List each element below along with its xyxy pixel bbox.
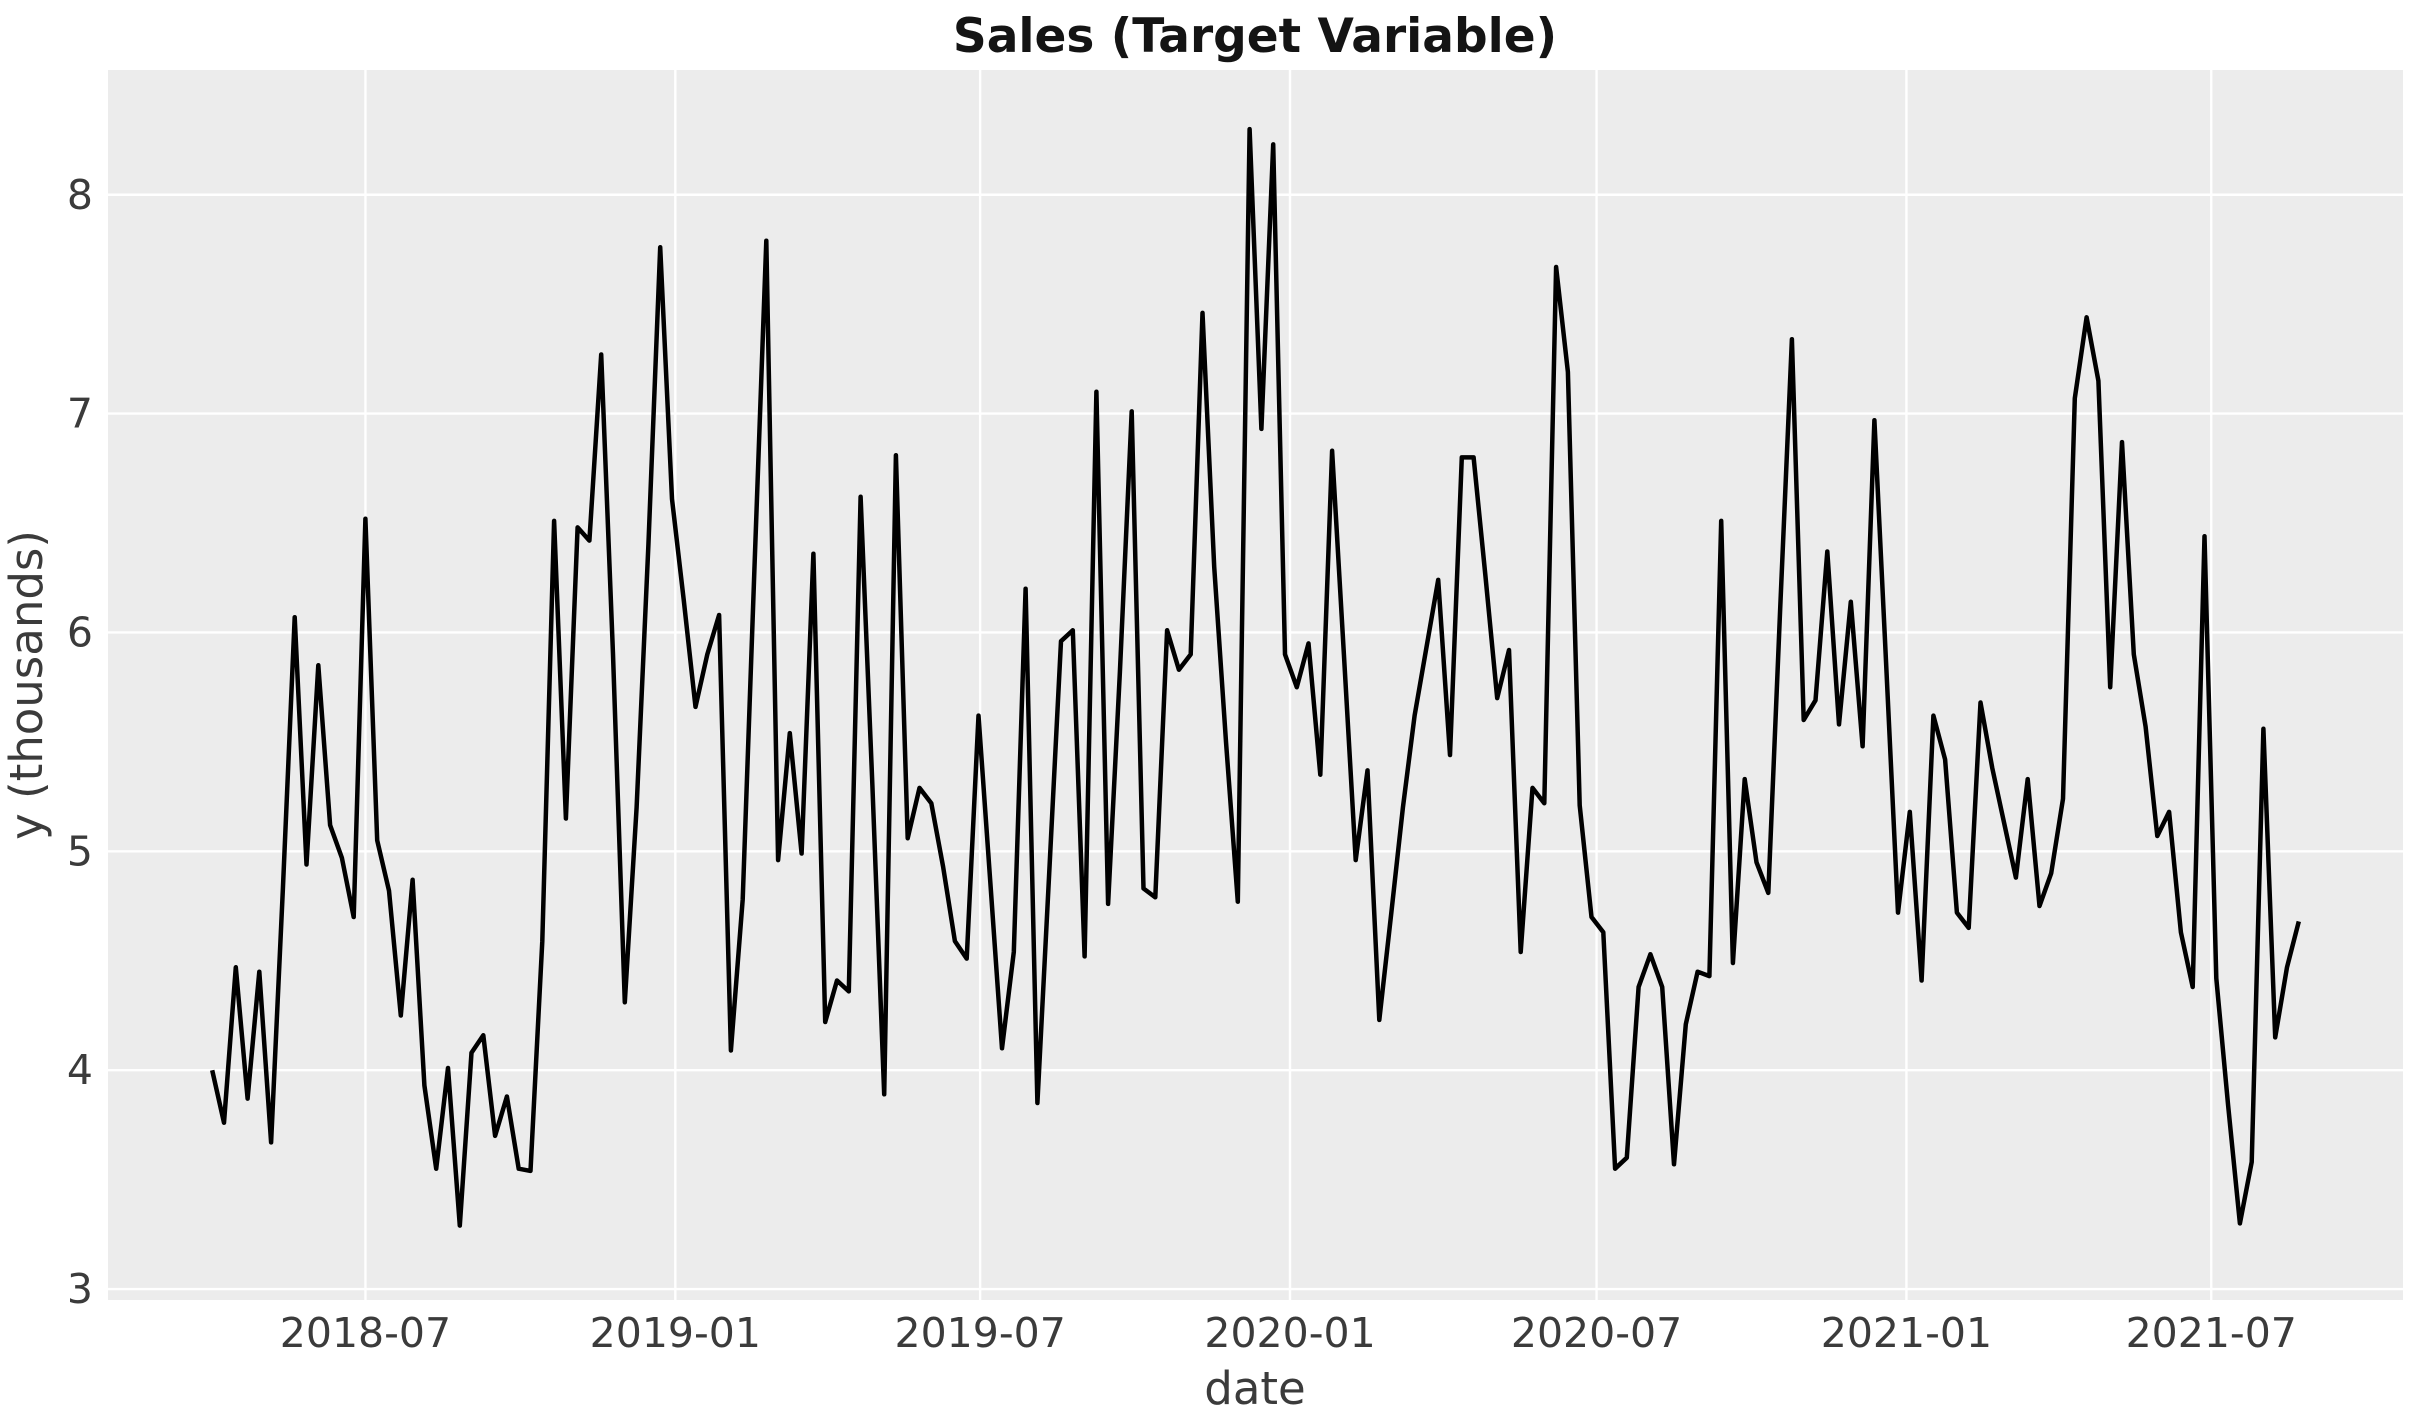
x-tick-label: 2020-07	[1511, 1309, 1682, 1357]
x-tick-label: 2020-01	[1204, 1309, 1375, 1357]
y-axis-label: y (thousands)	[0, 530, 53, 840]
chart-title: Sales (Target Variable)	[953, 9, 1557, 64]
x-tick-label: 2021-07	[2126, 1309, 2297, 1357]
y-tick-label: 8	[67, 171, 93, 219]
y-tick-label: 3	[67, 1265, 93, 1313]
y-tick-label: 7	[67, 390, 93, 438]
y-tick-label: 6	[67, 608, 93, 656]
x-tick-label: 2019-01	[590, 1309, 761, 1357]
x-axis-label: date	[1204, 1362, 1305, 1415]
x-tick-labels: 2018-07 2019-01 2019-07 2020-01 2020-07 2021-…	[280, 1309, 2297, 1357]
vertical-gridlines	[364, 70, 2213, 1300]
y-tick-label: 5	[67, 827, 93, 875]
series-line	[210, 126, 2301, 1228]
x-tick-label: 2021-01	[1821, 1309, 1992, 1357]
x-tick-label: 2019-07	[894, 1309, 1065, 1357]
y-tick-label: 4	[67, 1046, 93, 1094]
y-tick-labels: 3 4 5 6 7 8	[67, 171, 93, 1313]
x-tick-label: 2018-07	[280, 1309, 451, 1357]
